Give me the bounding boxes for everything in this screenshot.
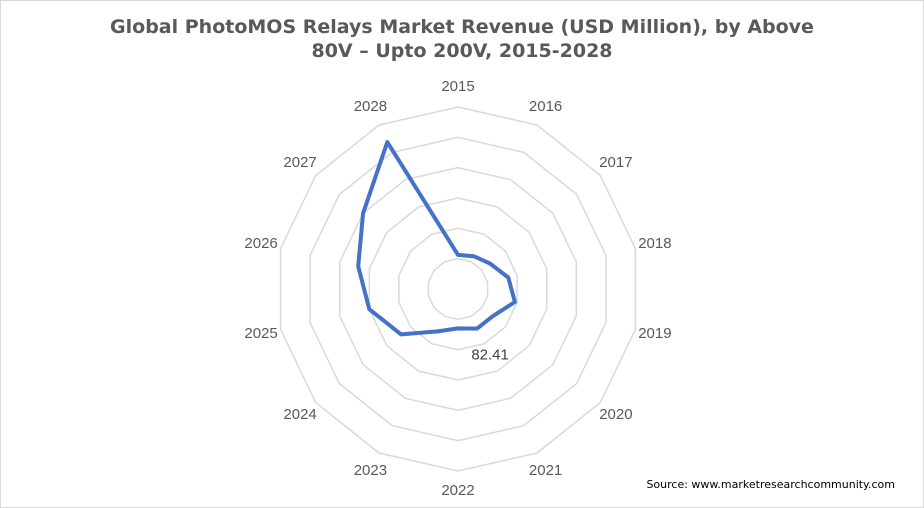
series-line (356, 140, 517, 337)
source-note: Source: www.marketresearchcommunity.com (646, 478, 895, 491)
category-label: 2018 (638, 235, 671, 252)
category-labels: 2015 2016 2017 2018 2019 2020 2021 2022 2023 2024… (244, 78, 671, 499)
chart-title: Global PhotoMOS Relays Market Revenue (U… (1, 15, 923, 63)
grid-ring (368, 197, 548, 381)
category-label: 2026 (244, 235, 277, 252)
series-layer (356, 140, 517, 337)
grid-ring (338, 166, 578, 412)
data-labels: 82.41 (471, 347, 509, 364)
grid-ring (398, 227, 518, 351)
category-label: 2025 (244, 325, 277, 342)
data-label: 82.41 (471, 347, 509, 364)
chart-title-line-1: Global PhotoMOS Relays Market Revenue (U… (110, 16, 814, 38)
category-label: 2028 (354, 98, 387, 115)
chart-title-line-2: 80V – Upto 200V, 2015-2028 (311, 40, 613, 62)
category-label: 2019 (638, 325, 671, 342)
category-label: 2017 (599, 154, 632, 171)
radar-grid (279, 106, 637, 472)
grid-ring (309, 136, 607, 442)
grid-ring (279, 106, 637, 472)
category-label: 2024 (283, 406, 316, 423)
category-label: 2020 (599, 406, 632, 423)
category-label: 2015 (441, 78, 474, 95)
grid-ring (427, 257, 489, 321)
category-label: 2022 (441, 482, 474, 499)
category-label: 2016 (529, 98, 562, 115)
category-label: 2027 (283, 154, 316, 171)
category-label: 2021 (529, 462, 562, 479)
category-label: 2023 (354, 462, 387, 479)
